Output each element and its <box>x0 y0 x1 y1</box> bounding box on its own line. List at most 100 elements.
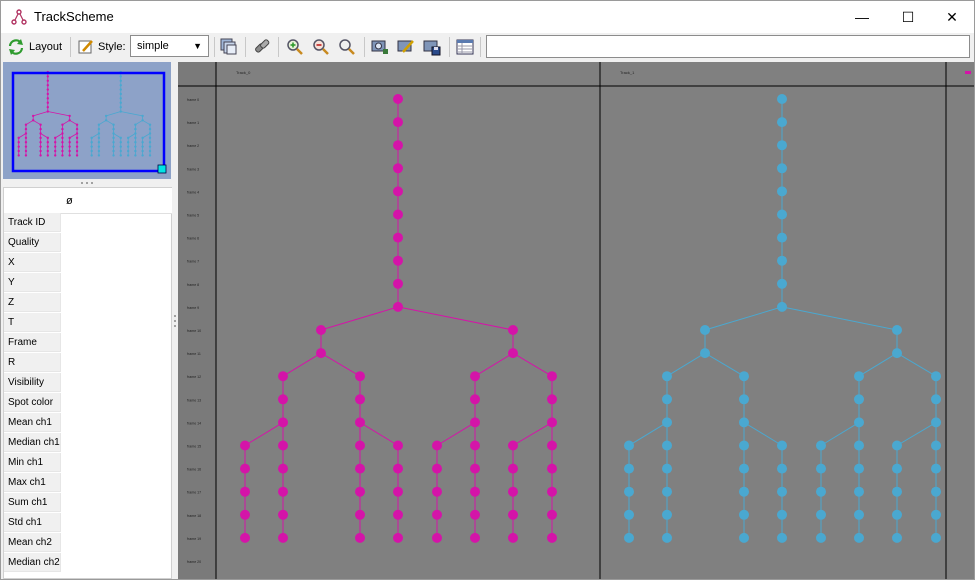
spot[interactable] <box>547 463 557 474</box>
spot[interactable] <box>662 394 672 405</box>
spot[interactable] <box>393 532 403 543</box>
spot[interactable] <box>547 440 557 451</box>
spot[interactable] <box>355 463 365 474</box>
spot[interactable] <box>892 325 902 335</box>
spot[interactable] <box>777 440 787 451</box>
zoom-out-button[interactable] <box>312 35 330 59</box>
spot[interactable] <box>816 463 826 474</box>
spot[interactable] <box>662 509 672 520</box>
spot[interactable] <box>240 463 250 474</box>
spot[interactable] <box>854 417 864 428</box>
spot[interactable] <box>278 532 288 543</box>
spot[interactable] <box>240 486 250 497</box>
spot[interactable] <box>393 117 403 128</box>
spot[interactable] <box>777 186 787 197</box>
spot[interactable] <box>240 509 250 520</box>
spot[interactable] <box>355 509 365 520</box>
close-button[interactable]: ✕ <box>930 1 974 33</box>
spot[interactable] <box>892 486 902 497</box>
spot[interactable] <box>624 440 634 451</box>
zoom-in-button[interactable] <box>286 35 304 59</box>
trackscheme-canvas[interactable]: Track_0 Track_1 frame 0 frame 1 frame 2 frame… <box>178 62 974 579</box>
spot[interactable] <box>470 440 480 451</box>
spot[interactable] <box>393 301 403 312</box>
spot[interactable] <box>508 486 518 497</box>
spot[interactable] <box>316 348 326 359</box>
spot[interactable] <box>931 417 941 428</box>
spot[interactable] <box>355 394 365 405</box>
spot[interactable] <box>739 371 749 382</box>
spot[interactable] <box>777 301 787 312</box>
spot[interactable] <box>393 509 403 520</box>
spot[interactable] <box>816 509 826 520</box>
spot[interactable] <box>470 509 480 520</box>
spot[interactable] <box>777 463 787 474</box>
spot[interactable] <box>393 186 403 197</box>
spot[interactable] <box>854 532 864 543</box>
spot[interactable] <box>777 140 787 151</box>
spot[interactable] <box>931 532 941 543</box>
spot[interactable] <box>777 209 787 220</box>
spot[interactable] <box>508 532 518 543</box>
spot[interactable] <box>432 532 442 543</box>
spot[interactable] <box>777 486 787 497</box>
spot[interactable] <box>547 532 557 543</box>
spot[interactable] <box>931 509 941 520</box>
spot[interactable] <box>547 394 557 405</box>
spot[interactable] <box>931 463 941 474</box>
spot[interactable] <box>393 232 403 243</box>
spot[interactable] <box>278 417 288 428</box>
spot[interactable] <box>777 232 787 243</box>
spot[interactable] <box>624 486 634 497</box>
spot[interactable] <box>508 509 518 520</box>
spot[interactable] <box>931 371 941 382</box>
spot[interactable] <box>892 463 902 474</box>
spot[interactable] <box>393 278 403 289</box>
spot[interactable] <box>816 440 826 451</box>
spot[interactable] <box>662 440 672 451</box>
spot[interactable] <box>892 440 902 451</box>
spot[interactable] <box>355 417 365 428</box>
spot[interactable] <box>470 371 480 382</box>
spot[interactable] <box>777 94 787 104</box>
spot[interactable] <box>547 509 557 520</box>
maximize-button[interactable]: ☐ <box>886 1 930 33</box>
spot[interactable] <box>816 532 826 543</box>
spot[interactable] <box>393 140 403 151</box>
spot[interactable] <box>662 486 672 497</box>
minimize-button[interactable]: — <box>840 1 884 33</box>
overview-panel[interactable] <box>3 62 171 179</box>
spot[interactable] <box>508 463 518 474</box>
spot[interactable] <box>470 394 480 405</box>
spot[interactable] <box>931 486 941 497</box>
spot[interactable] <box>393 94 403 104</box>
spot[interactable] <box>892 348 902 359</box>
spot[interactable] <box>739 532 749 543</box>
spot[interactable] <box>700 325 710 335</box>
spot[interactable] <box>547 371 557 382</box>
spot[interactable] <box>470 463 480 474</box>
spot[interactable] <box>624 509 634 520</box>
spot[interactable] <box>278 509 288 520</box>
spot[interactable] <box>432 486 442 497</box>
select-track-button[interactable] <box>220 35 238 59</box>
spot[interactable] <box>854 509 864 520</box>
spot[interactable] <box>432 463 442 474</box>
spot[interactable] <box>278 394 288 405</box>
spot[interactable] <box>892 532 902 543</box>
edit-display-button[interactable] <box>397 35 415 59</box>
spot[interactable] <box>662 532 672 543</box>
spot[interactable] <box>278 371 288 382</box>
save-button[interactable] <box>423 35 441 59</box>
spot[interactable] <box>854 371 864 382</box>
spot[interactable] <box>316 325 326 335</box>
spot[interactable] <box>662 417 672 428</box>
reset-zoom-button[interactable] <box>338 35 356 59</box>
spot[interactable] <box>355 440 365 451</box>
spot[interactable] <box>662 463 672 474</box>
spot[interactable] <box>777 255 787 266</box>
spot[interactable] <box>355 486 365 497</box>
layout-button[interactable]: Layout <box>7 35 62 59</box>
spot[interactable] <box>470 417 480 428</box>
